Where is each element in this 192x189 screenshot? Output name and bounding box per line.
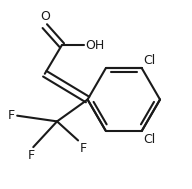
Text: F: F xyxy=(80,142,87,155)
Text: O: O xyxy=(40,9,50,22)
Text: OH: OH xyxy=(86,39,105,52)
Text: Cl: Cl xyxy=(144,53,156,67)
Text: Cl: Cl xyxy=(144,132,156,146)
Text: F: F xyxy=(28,149,35,162)
Text: F: F xyxy=(8,109,15,122)
